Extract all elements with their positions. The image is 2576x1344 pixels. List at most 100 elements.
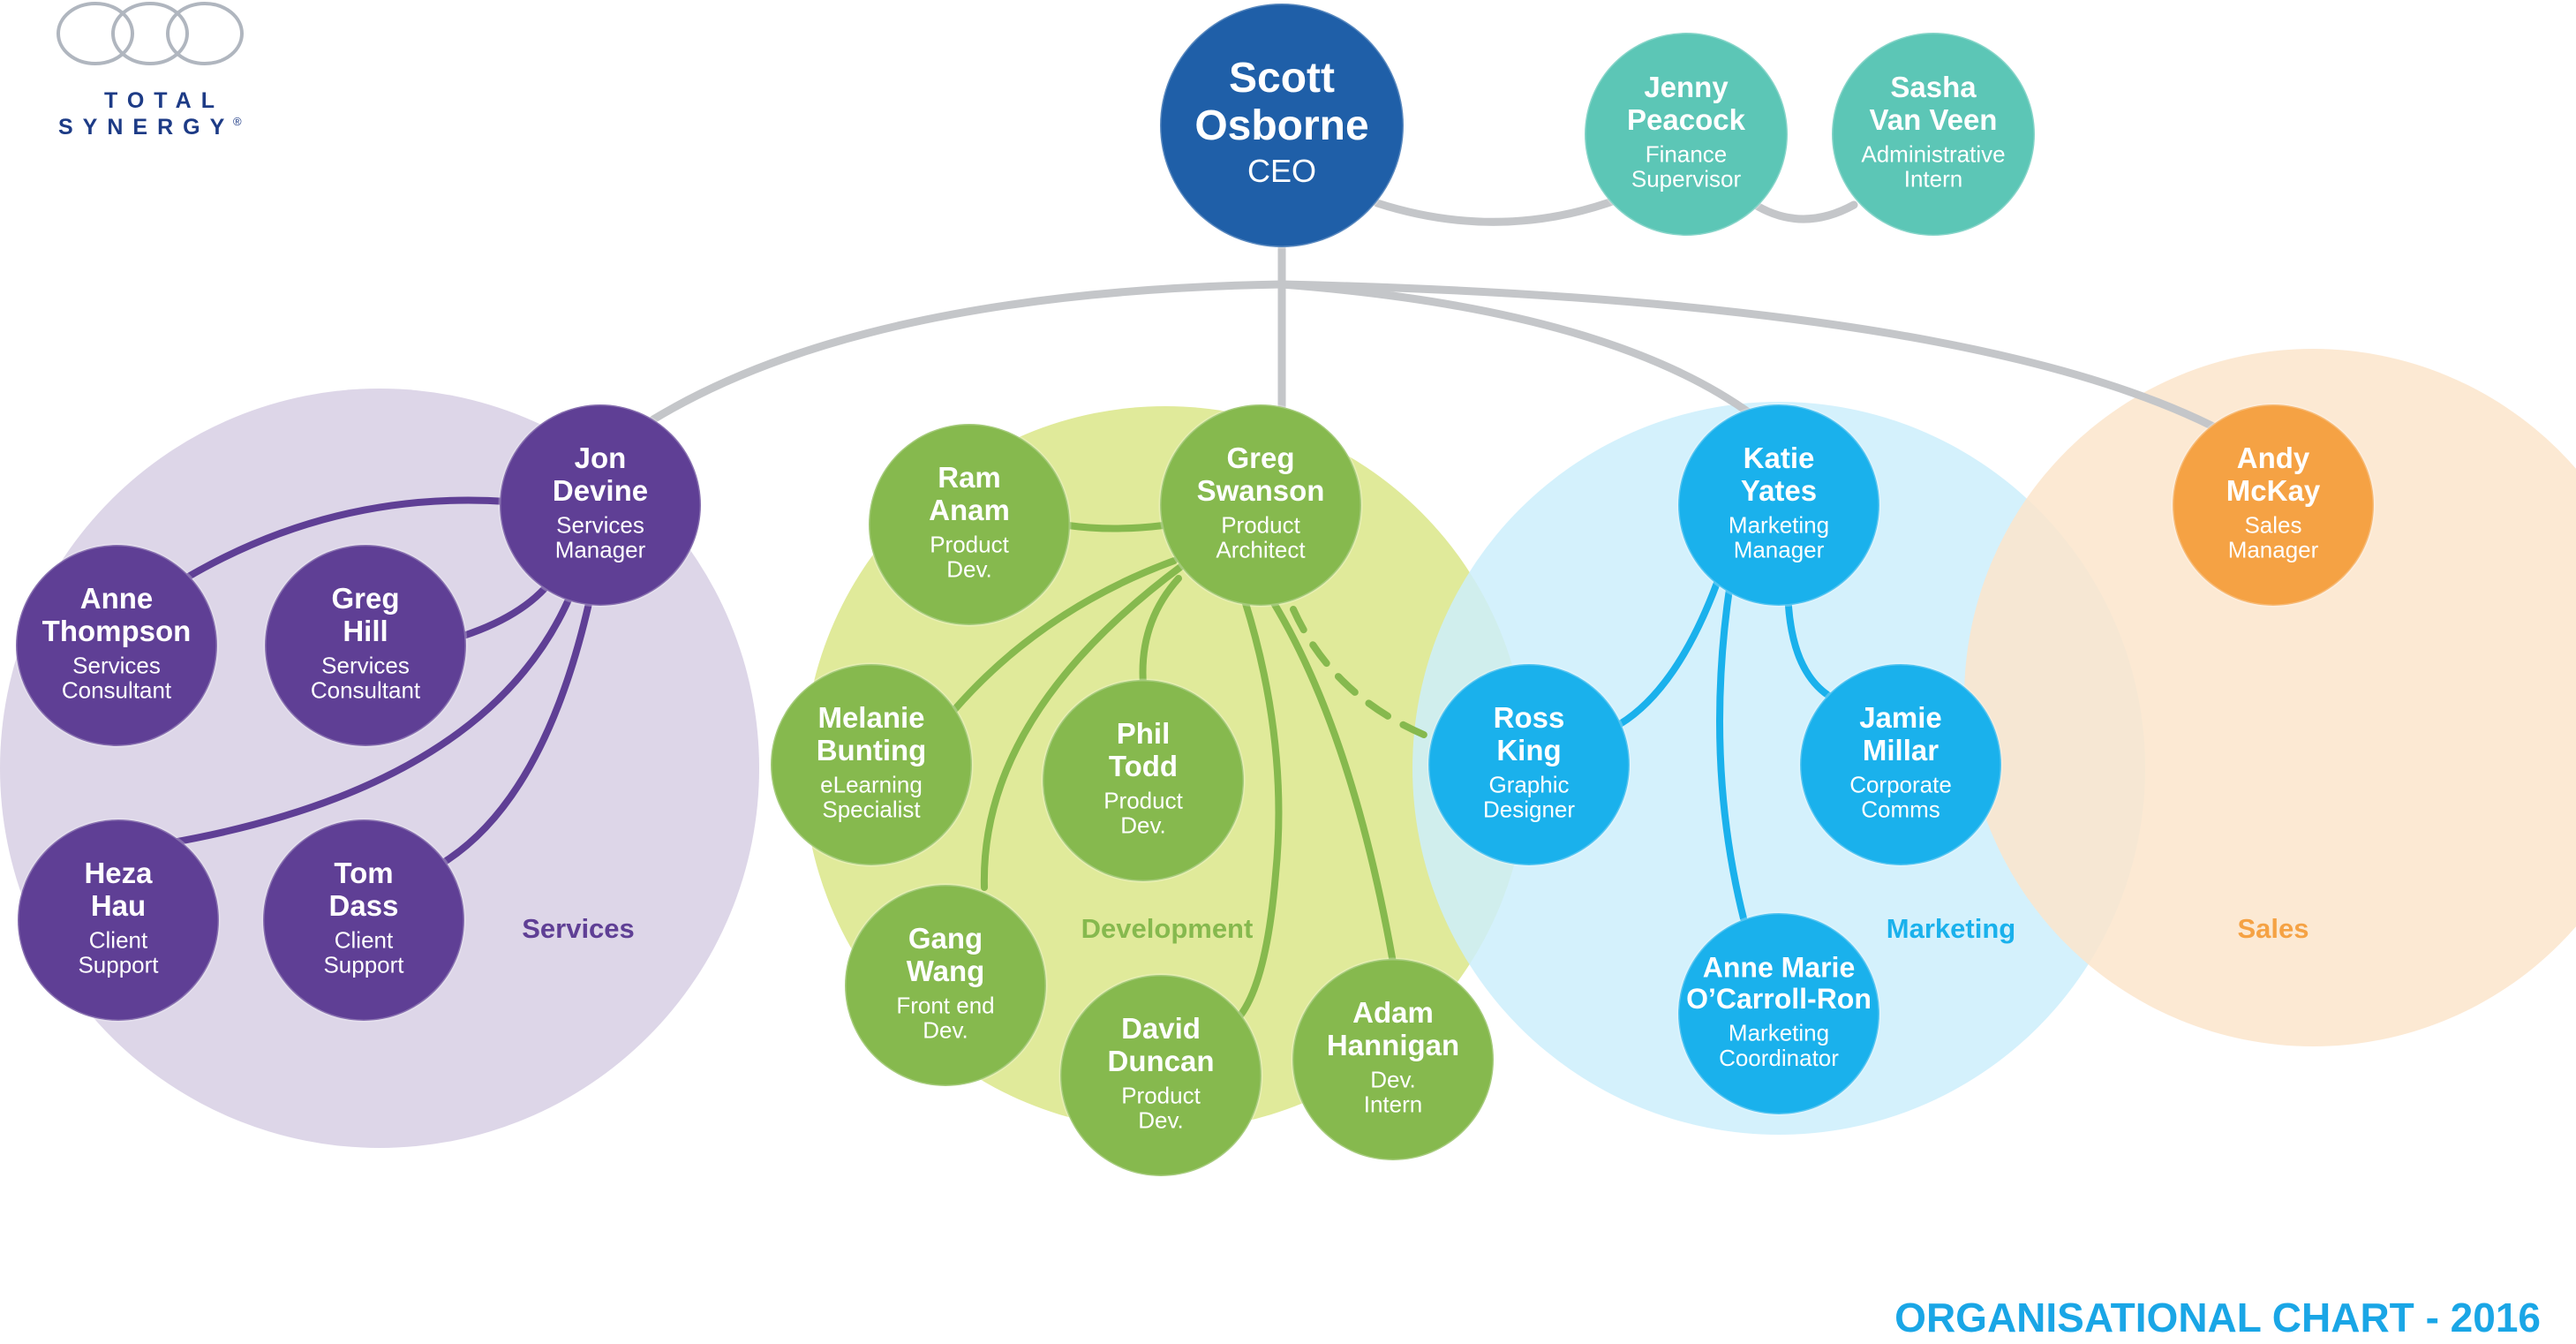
person-circle [1798, 662, 2003, 867]
connector-arc-services [649, 280, 1286, 424]
person-name: King [1496, 734, 1561, 766]
person-role: Dev. [1138, 1107, 1184, 1134]
person-name: Devine [553, 474, 648, 507]
connector-katie-annemarie [1716, 579, 1747, 922]
person-circle [769, 662, 974, 867]
person-name: Jenny [1644, 71, 1729, 103]
person-circle [261, 818, 466, 1023]
connector-ceo-jenny [1373, 194, 1624, 226]
person-name: Greg [1226, 442, 1294, 474]
connector-greg-david [1237, 597, 1283, 1019]
person-name: Melanie [817, 701, 924, 734]
person-role: Coordinator [1719, 1045, 1839, 1071]
person-role: Designer [1483, 797, 1575, 823]
person-name: Todd [1109, 750, 1178, 782]
connector-greg-ross-dashed [1290, 606, 1434, 741]
person-role: Graphic [1488, 772, 1569, 798]
connector-greg-gang [980, 562, 1186, 891]
connector-jon-heza [164, 584, 577, 847]
person-name: Peacock [1627, 103, 1746, 136]
person-name: Andy [2237, 442, 2310, 474]
person-name: Bunting [817, 734, 927, 766]
person-role: Intern [1904, 166, 1963, 193]
person-circle [14, 543, 219, 748]
person-circle [1427, 662, 1631, 867]
person-name: Hannigan [1327, 1029, 1459, 1061]
sales-area [1964, 349, 2576, 1046]
person-role: Manager [2228, 537, 2319, 563]
person-circle [843, 883, 1048, 1088]
person-name: Jon [575, 442, 627, 474]
person-role: Client [335, 927, 394, 954]
person-role: Comms [1861, 797, 1940, 823]
person-role: Marketing [1729, 1020, 1829, 1046]
person-role: Dev. [946, 556, 992, 583]
person-name: Heza [84, 857, 153, 889]
person-name: Ross [1494, 701, 1565, 734]
person-name: Scott [1229, 55, 1335, 102]
person-circle [1676, 403, 1881, 608]
dept-label-marketing: Marketing [1887, 913, 2015, 944]
person-name: Adam [1352, 996, 1434, 1029]
person-circle [498, 403, 703, 608]
person-role: Manager [1734, 537, 1825, 563]
department-labels: Services Development Marketing Sales [522, 913, 2309, 944]
person-role: Specialist [822, 797, 921, 823]
person-circle [16, 818, 221, 1023]
person-role: Client [89, 927, 148, 954]
person-role: Front end [896, 993, 994, 1019]
person-name: Swanson [1197, 474, 1325, 507]
person-circle [263, 543, 468, 748]
person-name: Anne Marie [1703, 951, 1855, 983]
person-name: Duncan [1107, 1045, 1214, 1077]
person-circle [1830, 31, 2037, 238]
total-synergy-logo: TOTAL SYNERGY ® [56, 2, 244, 140]
person-role: Manager [555, 537, 646, 563]
person-role: Administrative [1861, 141, 2005, 168]
person-name: David [1121, 1012, 1201, 1045]
person-name: O’Carroll-Ron [1686, 983, 1872, 1015]
person-name: Anam [929, 494, 1010, 526]
person-circle [1058, 973, 1263, 1178]
person-role: Services [321, 653, 410, 679]
person-name: Millar [1863, 734, 1939, 766]
logo-rings-icon [56, 2, 244, 65]
person-name: Greg [331, 582, 399, 615]
person-name: Gang [908, 922, 983, 955]
connector-greg-melanie [950, 557, 1178, 714]
person-role: Supervisor [1631, 166, 1742, 193]
person-role: Dev. [923, 1017, 968, 1044]
person-role: Sales [2244, 512, 2301, 539]
person-circle [867, 422, 1072, 627]
connector-greg-adam [1263, 588, 1397, 966]
person-circle [1041, 678, 1246, 883]
person-role: CEO [1247, 153, 1316, 189]
person-role: Consultant [311, 677, 421, 704]
person-role: eLearning [820, 772, 923, 798]
person-role: Corporate [1849, 772, 1952, 798]
connector-arc-marketing [1277, 280, 1757, 419]
marketing-area [1412, 402, 2145, 1135]
person-name: Yates [1741, 474, 1817, 507]
person-name: Wang [907, 955, 985, 987]
person-role: Intern [1364, 1091, 1423, 1118]
dept-label-services: Services [522, 913, 635, 944]
person-name: Van Veen [1870, 103, 1998, 136]
connector-jenny-sasha [1748, 199, 1858, 223]
person-name: Tom [334, 857, 393, 889]
